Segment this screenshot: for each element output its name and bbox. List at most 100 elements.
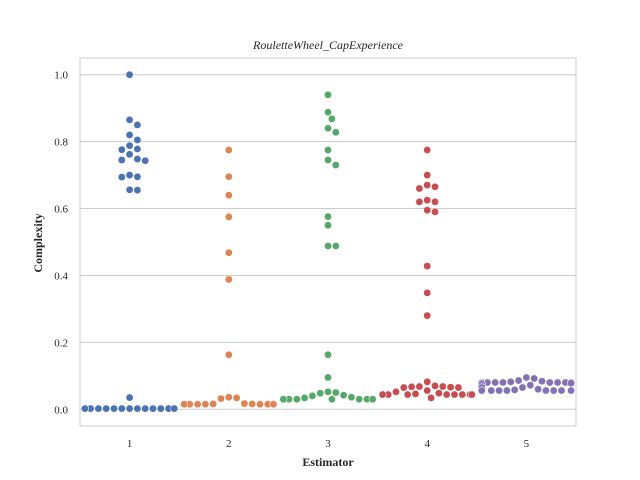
data-point <box>125 186 134 194</box>
data-point <box>133 145 142 153</box>
x-axis-title: Estimator <box>302 455 354 469</box>
data-point <box>392 388 400 396</box>
data-point <box>324 146 332 154</box>
data-point <box>450 390 459 399</box>
data-point <box>347 393 356 402</box>
data-point <box>331 388 340 397</box>
data-point <box>269 400 278 409</box>
data-point <box>423 378 432 386</box>
data-point <box>339 391 348 400</box>
data-point <box>180 400 188 409</box>
data-point <box>125 116 134 124</box>
data-point <box>133 404 142 413</box>
data-point <box>542 386 550 395</box>
data-point <box>423 289 432 297</box>
data-point <box>506 378 515 386</box>
y-tick-label: 0.0 <box>54 404 68 416</box>
data-point <box>423 386 432 395</box>
data-point <box>403 390 412 399</box>
data-point <box>170 404 179 413</box>
data-point <box>300 394 309 402</box>
data-point <box>431 182 439 191</box>
data-point <box>110 404 118 413</box>
data-point <box>328 115 336 123</box>
data-point <box>534 385 542 394</box>
data-point <box>118 173 126 181</box>
data-point <box>553 378 562 387</box>
data-point <box>514 376 523 385</box>
data-point <box>125 131 134 139</box>
data-point <box>324 91 332 99</box>
data-point <box>567 386 575 395</box>
data-point <box>411 390 420 398</box>
data-point <box>324 108 332 116</box>
data-point <box>316 389 325 398</box>
data-point <box>133 136 142 144</box>
data-point <box>435 389 443 398</box>
data-point <box>328 395 336 404</box>
y-axis-title: Complexity <box>31 213 45 272</box>
data-point <box>567 379 575 387</box>
y-tick-label: 0.4 <box>54 270 68 282</box>
x-tick-label: 1 <box>127 438 133 450</box>
data-point <box>324 350 332 359</box>
data-point <box>125 393 134 402</box>
x-tick-label: 4 <box>424 438 430 450</box>
data-point <box>423 311 432 320</box>
data-point <box>102 404 110 413</box>
data-point <box>331 161 340 169</box>
data-point <box>331 242 340 250</box>
data-point <box>431 382 439 390</box>
data-point <box>324 388 332 396</box>
data-point <box>431 198 439 206</box>
x-tick-label: 5 <box>524 438 530 450</box>
data-point <box>423 206 432 215</box>
data-point <box>368 395 377 404</box>
data-point <box>324 124 332 133</box>
data-point <box>399 383 408 392</box>
data-point <box>324 221 332 230</box>
data-point <box>224 248 233 257</box>
data-point <box>538 377 546 385</box>
data-point <box>549 386 558 395</box>
data-point <box>125 171 134 179</box>
data-point <box>442 390 451 399</box>
data-point <box>510 386 519 394</box>
data-point <box>491 378 500 387</box>
data-point <box>308 392 317 400</box>
data-point <box>133 186 142 194</box>
data-point <box>133 155 142 163</box>
plot-area <box>79 57 577 427</box>
data-point <box>224 393 233 402</box>
x-tick-labels: 1 2 3 4 5 <box>127 438 530 450</box>
data-point <box>279 395 288 404</box>
data-point <box>324 373 332 382</box>
data-point <box>292 395 301 404</box>
data-point <box>224 213 233 221</box>
data-point <box>415 198 424 206</box>
data-point <box>468 390 476 399</box>
y-tick-label: 0.8 <box>54 137 68 149</box>
data-point <box>81 404 89 413</box>
data-point <box>141 404 149 413</box>
data-point <box>94 404 103 413</box>
data-point <box>248 400 256 408</box>
data-point <box>224 172 233 181</box>
data-point <box>256 400 264 409</box>
data-point <box>415 184 424 193</box>
data-point <box>224 146 233 154</box>
data-point <box>331 128 340 137</box>
chart-title: RouletteWheel_CapExperience <box>252 38 404 52</box>
data-point <box>355 395 364 404</box>
data-point <box>125 141 134 150</box>
data-point <box>446 383 455 391</box>
y-tick-label: 0.6 <box>54 204 68 216</box>
data-point <box>125 404 134 413</box>
data-point <box>423 181 432 189</box>
data-point <box>118 404 126 413</box>
data-point <box>133 121 142 129</box>
data-point <box>201 400 210 409</box>
data-point <box>477 386 486 395</box>
